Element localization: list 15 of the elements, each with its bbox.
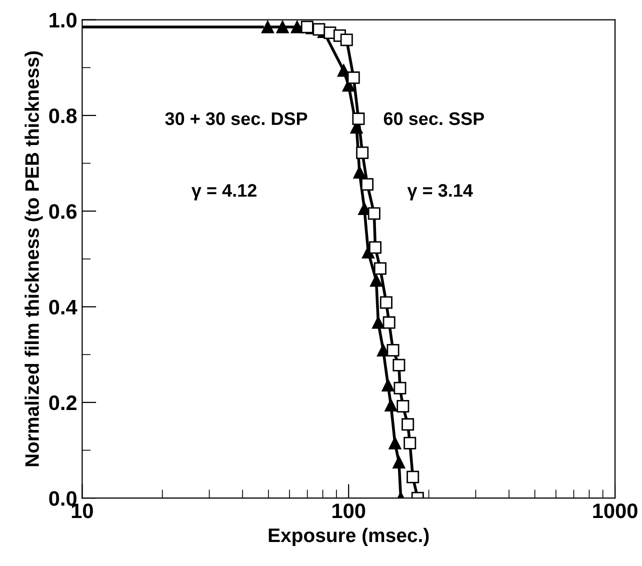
annotation: 30 + 30 sec. DSP [165,112,308,126]
y-tick-label: 0.0 [49,491,76,506]
x-tick-label: 1000 [593,503,638,518]
annotation: 60 sec. SSP [384,112,484,126]
y-tick-label: 0.8 [49,108,77,124]
y-tick-label: 0.6 [49,204,77,219]
annotation: γ = 3.14 [407,184,473,200]
y-axis-title: Normalized film thickness (to PEB thickness) [24,51,43,466]
y-tick-label: 0.2 [49,395,76,410]
y-tick-label: 0.4 [49,300,78,315]
x-tick-label: 100 [332,503,366,518]
x-tick-label: 10 [72,503,93,518]
annotation: γ = 4.12 [191,184,256,200]
y-tick-label: 1.0 [50,12,76,28]
x-axis-title: Exposure (msec.) [268,528,429,546]
